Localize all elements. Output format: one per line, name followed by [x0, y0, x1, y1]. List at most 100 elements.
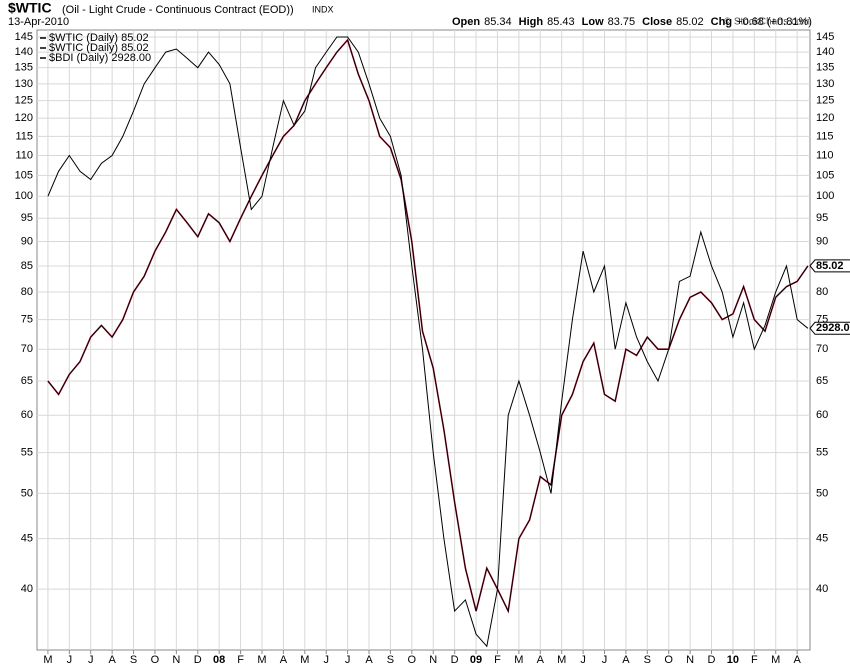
y-tick-label: 50	[816, 487, 828, 499]
end-label-text: 2928.00	[816, 322, 850, 334]
y-tick-label: 70	[816, 343, 828, 355]
x-tick-label: A	[793, 654, 801, 666]
end-label-text: 85.02	[816, 260, 844, 272]
quote-value: 85.43	[547, 16, 575, 28]
y-tick-label: 120	[816, 112, 834, 124]
end-label-box	[809, 259, 850, 273]
y-tick-label: 100	[816, 190, 834, 202]
y-tick-label: 105	[816, 169, 834, 181]
y-tick-label: 75	[21, 314, 33, 326]
y-tick-label: 70	[21, 343, 33, 355]
y-tick-label: 135	[15, 62, 33, 74]
y-tick-label: 65	[816, 375, 828, 387]
x-tick-label: M	[300, 654, 309, 666]
y-tick-label: 85	[21, 260, 33, 272]
series-line	[47, 38, 809, 614]
quote-label: Chg	[711, 16, 732, 28]
y-tick-label: 55	[816, 446, 828, 458]
y-tick-label: 45	[816, 532, 828, 544]
series-line	[47, 36, 809, 648]
date: 13-Apr-2010	[8, 16, 69, 28]
chart-subtitle: (Oil - Light Crude - Continuous Contract…	[62, 4, 294, 16]
x-tick-label: N	[429, 654, 437, 666]
y-tick-label: 140	[15, 46, 33, 58]
y-tick-label: 60	[816, 409, 828, 421]
y-tick-label: 130	[816, 78, 834, 90]
y-tick-label: 90	[816, 235, 828, 247]
x-tick-label: J	[345, 654, 351, 666]
x-tick-label: A	[280, 654, 288, 666]
y-tick-label: 135	[816, 62, 834, 74]
x-tick-label: S	[130, 654, 137, 666]
x-tick-label: 10	[727, 654, 739, 666]
x-tick-label: O	[151, 654, 160, 666]
credit: © StockCharts.com	[724, 17, 810, 28]
quote-value: 85.34	[484, 16, 512, 28]
x-tick-label: F	[494, 654, 501, 666]
x-tick-label: D	[451, 654, 459, 666]
x-tick-label: D	[194, 654, 202, 666]
plot-frame	[36, 29, 811, 651]
y-tick-label: 140	[816, 46, 834, 58]
x-tick-label: A	[622, 654, 630, 666]
x-tick-label: A	[537, 654, 545, 666]
quote-label: Low	[582, 16, 604, 28]
y-tick-label: 80	[21, 286, 33, 298]
y-tick-label: 115	[816, 130, 834, 142]
x-tick-label: M	[43, 654, 52, 666]
y-tick-label: 120	[15, 112, 33, 124]
x-tick-label: J	[67, 654, 73, 666]
x-tick-label: A	[108, 654, 116, 666]
legend-label: $WTIC (Daily) 85.02	[49, 42, 149, 54]
y-tick-label: 80	[816, 286, 828, 298]
series-line	[47, 39, 809, 613]
y-tick-label: 55	[21, 446, 33, 458]
y-tick-label: 95	[816, 212, 828, 224]
y-tick-label: 50	[21, 487, 33, 499]
y-tick-label: 40	[21, 583, 33, 595]
y-tick-label: 65	[21, 375, 33, 387]
chart-title: $WTIC	[8, 0, 52, 16]
x-tick-label: 08	[213, 654, 225, 666]
y-tick-label: 130	[15, 78, 33, 90]
end-label: 2928.00	[809, 321, 850, 335]
x-tick-label: J	[602, 654, 608, 666]
y-tick-label: 100	[15, 190, 33, 202]
x-tick-label: J	[323, 654, 329, 666]
y-tick-label: 125	[816, 95, 834, 107]
end-label: 85.02	[809, 259, 850, 273]
x-tick-label: O	[408, 654, 417, 666]
x-tick-label: M	[771, 654, 780, 666]
exchange: INDX	[312, 4, 334, 14]
end-label-box	[809, 321, 850, 335]
x-tick-label: J	[580, 654, 586, 666]
x-tick-label: N	[172, 654, 180, 666]
y-tick-label: 145	[15, 31, 33, 43]
y-tick-label: 110	[15, 149, 33, 161]
y-tick-label: 40	[816, 583, 828, 595]
y-tick-label: 125	[15, 95, 33, 107]
quote-value: +0.68 (+0.81%)	[736, 16, 812, 28]
y-tick-label: 95	[21, 212, 33, 224]
x-tick-label: F	[751, 654, 758, 666]
x-tick-label: A	[365, 654, 373, 666]
quote: Open 85.34 High 85.43 Low 83.75 Close 85.02 Chg +…	[452, 16, 812, 28]
x-tick-label: S	[387, 654, 394, 666]
y-tick-label: 45	[21, 532, 33, 544]
quote-label: High	[519, 16, 544, 28]
y-tick-label: 145	[816, 31, 834, 43]
x-tick-label: M	[557, 654, 566, 666]
x-tick-label: F	[237, 654, 244, 666]
x-tick-label: S	[644, 654, 651, 666]
x-tick-label: O	[664, 654, 673, 666]
x-tick-label: D	[708, 654, 716, 666]
x-tick-label: J	[88, 654, 94, 666]
x-tick-label: 09	[470, 654, 482, 666]
quote-value: 83.75	[608, 16, 636, 28]
legend-label: $WTIC (Daily) 85.02	[49, 32, 149, 44]
x-tick-label: M	[514, 654, 523, 666]
y-tick-label: 90	[21, 235, 33, 247]
quote-label: Close	[642, 16, 672, 28]
x-tick-label: M	[257, 654, 266, 666]
